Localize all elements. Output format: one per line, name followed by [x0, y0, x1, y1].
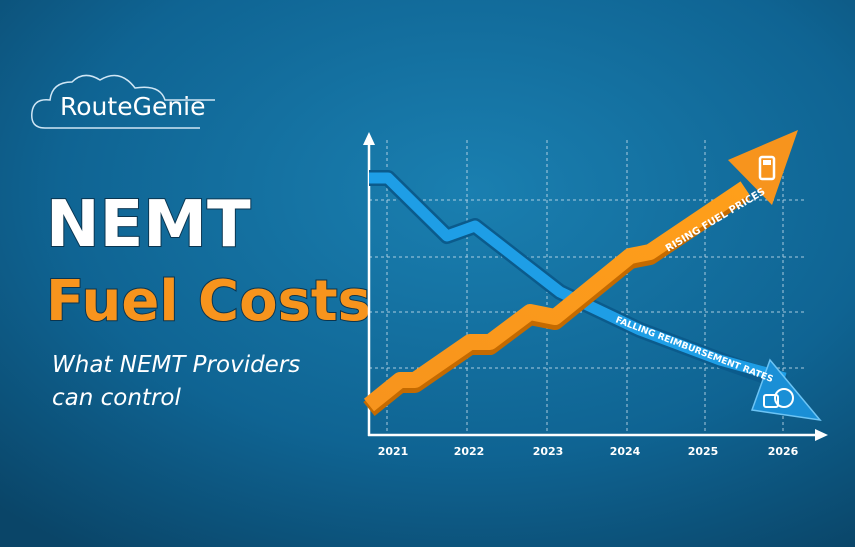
headline-1: NEMT — [46, 188, 251, 262]
year-labels: 2021 2022 2023 2024 2025 2026 — [378, 445, 799, 458]
rising-trend — [363, 181, 750, 412]
headline-2: Fuel Costs — [46, 269, 371, 334]
logo-cloud — [31, 74, 215, 129]
falling-trend — [369, 172, 787, 384]
year-label: 2022 — [454, 445, 485, 458]
coin-icon — [763, 388, 794, 408]
year-label: 2021 — [378, 445, 409, 458]
axes — [363, 132, 828, 441]
year-label: 2024 — [610, 445, 641, 458]
subtitle-1: What NEMT Providers — [52, 352, 300, 378]
brand: RouteGenie — [60, 92, 206, 121]
year-label: 2025 — [688, 445, 719, 458]
subtitle-2: can control — [52, 385, 181, 411]
rising-arrowhead — [728, 130, 798, 205]
year-label: 2023 — [533, 445, 564, 458]
year-label: 2026 — [768, 445, 799, 458]
fuel-icon — [758, 155, 776, 181]
